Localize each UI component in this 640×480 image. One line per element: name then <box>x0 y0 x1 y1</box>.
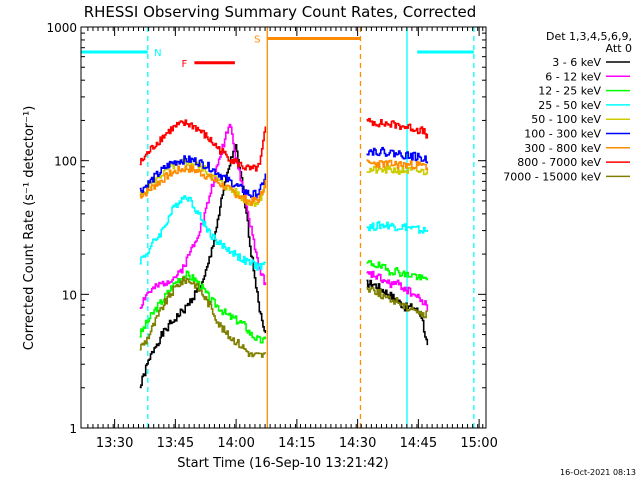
x-tick-label: 13:45 <box>157 436 194 451</box>
y-tick-label: 10 <box>62 288 77 302</box>
y-axis-label: Corrected Count Rate (s⁻¹ detector⁻¹) <box>22 106 37 351</box>
series-12-25-kev-b <box>366 260 429 281</box>
legend-header: Det 1,3,4,5,6,9, <box>546 30 632 43</box>
legend-label: 12 - 25 keV <box>538 85 601 98</box>
legend-label: 300 - 800 keV <box>524 142 601 155</box>
x-tick-label: 14:30 <box>339 436 376 451</box>
series-50-100-kev-b <box>366 165 429 176</box>
y-tick-label: 1 <box>69 422 77 436</box>
y-axis: 1 10 100 1000 <box>46 21 486 436</box>
series-25-50-kev-a <box>139 195 267 271</box>
y-tick-label: 1000 <box>46 21 77 35</box>
x-axis-label: Start Time (16-Sep-10 13:21:42) <box>177 456 388 471</box>
series-100-300-kev-b <box>366 146 429 164</box>
plot-frame <box>80 26 487 429</box>
legend-header: Att 0 <box>606 42 632 55</box>
series-25-50-kev-b <box>366 220 429 234</box>
series-7000-15000-kev-a <box>139 276 267 358</box>
series-100-300-kev-a <box>139 155 267 199</box>
x-tick-label: 14:45 <box>400 436 437 451</box>
x-tick-label: 13:30 <box>96 436 133 451</box>
state-label-F: F <box>182 59 188 70</box>
series-800-7000-kev-a <box>139 119 267 172</box>
series-50-100-kev-a <box>139 158 267 207</box>
y-tick-label: 100 <box>54 155 77 169</box>
legend-label: 800 - 7000 keV <box>517 156 601 169</box>
legend-label: 6 - 12 keV <box>545 70 601 83</box>
series-300-800-kev-a <box>139 164 267 207</box>
series-12-25-kev-a <box>139 270 267 344</box>
legend-label: 50 - 100 keV <box>531 113 601 126</box>
series-300-800-kev-b <box>366 159 429 171</box>
series-7000-15000-kev-b <box>366 286 429 319</box>
legend-label: 100 - 300 keV <box>524 128 601 141</box>
x-tick-label: 14:00 <box>217 436 254 451</box>
series-800-7000-kev-b <box>366 117 429 139</box>
x-axis: 13:30 13:45 14:00 14:15 14:30 14:45 15:00 <box>87 27 498 451</box>
series-6-12-kev-b <box>366 270 429 311</box>
state-label-S: S <box>254 35 260 46</box>
plot-area: N F S <box>81 27 475 428</box>
x-tick-label: 15:00 <box>460 436 497 451</box>
chart-title: RHESSI Observing Summary Count Rates, Co… <box>84 3 477 21</box>
state-label-N: N <box>154 48 161 59</box>
legend-label: 3 - 6 keV <box>552 56 601 69</box>
footer-stamp: 16-Oct-2021 08:13 <box>560 468 636 477</box>
x-tick-label: 14:15 <box>278 436 315 451</box>
legend-label: 25 - 50 keV <box>538 99 601 112</box>
legend-label: 7000 - 15000 keV <box>503 170 601 183</box>
